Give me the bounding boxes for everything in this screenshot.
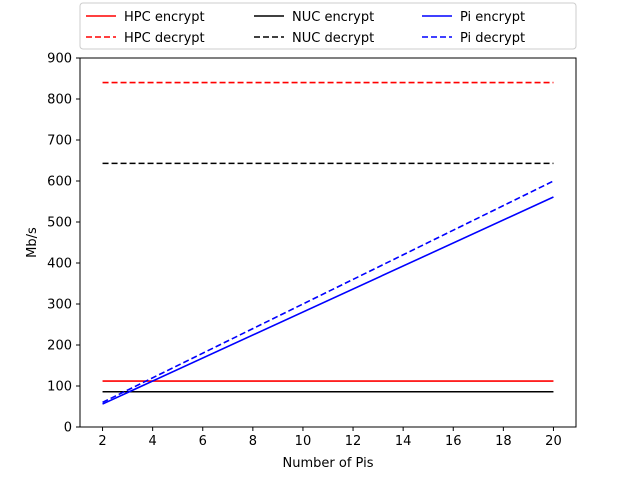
y-tick-label: 700 [47,134,72,149]
series-lines [102,81,554,405]
series-line-pi-encrypt [102,196,554,405]
y-tick-label: 200 [47,339,72,354]
series-line-pi-decrypt [102,180,554,404]
x-tick-label: 6 [199,434,207,449]
y-tick-label: 500 [47,216,72,231]
y-axis-label: Mb/s [25,227,40,258]
y-tick-label: 400 [47,257,72,272]
x-tick-label: 2 [98,434,106,449]
x-tick-label: 18 [495,434,512,449]
x-tick-label: 20 [545,434,562,449]
y-tick-label: 900 [47,52,72,67]
x-tick-label: 4 [149,434,157,449]
x-tick-label: 16 [445,434,462,449]
legend-entry-label: HPC decrypt [124,31,205,46]
y-tick-label: 800 [47,93,72,108]
y-tick-label: 300 [47,298,72,313]
plot-area [79,57,577,428]
x-tick-label: 8 [249,434,257,449]
legend-entry-label: Pi decrypt [460,31,525,46]
x-axis-label: Number of Pis [283,456,374,471]
legend-entry-label: NUC decrypt [292,31,374,46]
legend-entry-label: NUC encrypt [292,10,374,25]
y-tick-label: 600 [47,175,72,190]
x-tick-label: 10 [295,434,312,449]
x-axis-ticks: 2 4 6 8 10 12 14 16 18 20 [98,427,562,449]
legend-entry-label: HPC encrypt [124,10,205,25]
legend: HPC encrypt HPC decrypt NUC encrypt NUC dec… [79,2,577,50]
y-tick-label: 0 [64,421,72,436]
y-tick-label: 100 [47,380,72,395]
legend-entry-label: Pi encrypt [460,10,525,25]
x-tick-label: 14 [395,434,412,449]
y-axis-ticks: 0 100 200 300 400 500 600 700 800 900 [47,52,80,436]
x-tick-label: 12 [345,434,362,449]
